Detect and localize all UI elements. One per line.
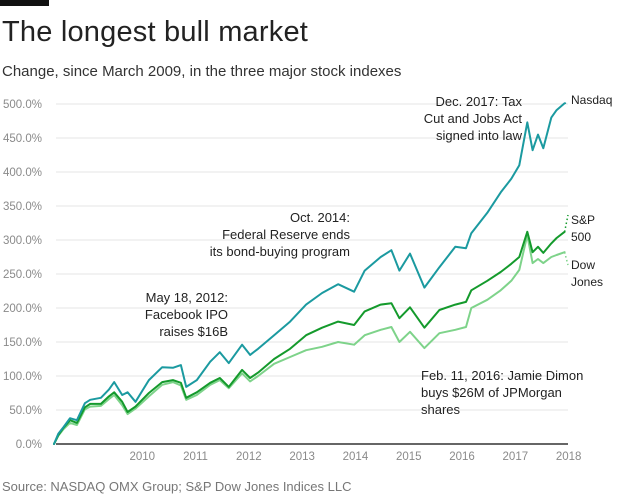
series-label: Dow Jones: [571, 258, 603, 289]
series-labels: Nasdaq S&P 500 Dow Jones: [563, 93, 612, 289]
series-label-leader: [563, 252, 569, 266]
y-axis-ticks: 0.0% 50.0% 100.0% 150.0% 200.0% 250.0% 300.0% 3…: [3, 99, 42, 451]
series-line-dow-jones: [53, 234, 566, 445]
y-tick-label: 400.0%: [3, 167, 42, 179]
x-tick-label: 2013: [289, 451, 315, 463]
y-tick-label: 250.0%: [3, 269, 42, 281]
y-tick-label: 500.0%: [3, 99, 42, 111]
y-tick-label: 50.0%: [9, 405, 42, 417]
chart-subtitle: Change, since March 2009, in the three m…: [2, 63, 402, 80]
x-tick-label: 2018: [556, 451, 582, 463]
x-tick-label: 2012: [236, 451, 262, 463]
y-tick-label: 450.0%: [3, 133, 42, 145]
x-axis-ticks: 2010 2011 2012 2013 2014 2015 2016 2017 2018: [129, 451, 581, 463]
annotations: May 18, 2012: Facebook IPO raises $16B Oct.…: [145, 94, 583, 417]
y-tick-label: 100.0%: [3, 371, 42, 383]
x-tick-label: 2017: [503, 451, 529, 463]
y-tick-label: 350.0%: [3, 201, 42, 213]
x-tick-label: 2015: [396, 451, 422, 463]
series-lines: [53, 102, 566, 445]
y-tick-label: 0.0%: [16, 439, 42, 451]
annotation: Oct. 2014: Federal Reserve ends its bond-b…: [210, 210, 351, 259]
annotation: Feb. 11, 2016: Jamie Dimon buys $26M of J…: [421, 368, 583, 417]
x-tick-label: 2011: [183, 451, 208, 463]
annotation: Dec. 2017: Tax Cut and Jobs Act signed int…: [424, 94, 523, 143]
series-label-leader: [563, 214, 569, 232]
chart-title: The longest bull market: [2, 16, 309, 48]
y-tick-label: 200.0%: [3, 303, 42, 315]
series-line-nasdaq: [53, 102, 566, 445]
x-tick-label: 2010: [129, 451, 155, 463]
gridlines: [56, 103, 568, 445]
series-label: Nasdaq: [571, 93, 612, 107]
header-accent-bar: [0, 0, 49, 6]
y-tick-label: 300.0%: [3, 235, 42, 247]
annotation: May 18, 2012: Facebook IPO raises $16B: [145, 290, 228, 339]
series-line-s-p-500: [53, 230, 566, 445]
x-tick-label: 2014: [343, 451, 369, 463]
x-tick-label: 2016: [449, 451, 475, 463]
series-label: S&P 500: [571, 213, 595, 244]
y-tick-label: 150.0%: [3, 337, 42, 349]
source-note: Source: NASDAQ OMX Group; S&P Dow Jones …: [2, 479, 352, 494]
